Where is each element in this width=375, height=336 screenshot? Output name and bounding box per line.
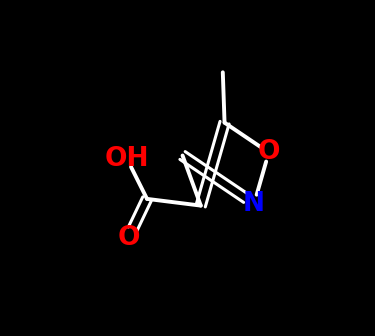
Text: OH: OH bbox=[105, 145, 149, 172]
Text: O: O bbox=[258, 139, 280, 166]
Text: N: N bbox=[243, 191, 265, 217]
Text: O: O bbox=[117, 224, 140, 251]
